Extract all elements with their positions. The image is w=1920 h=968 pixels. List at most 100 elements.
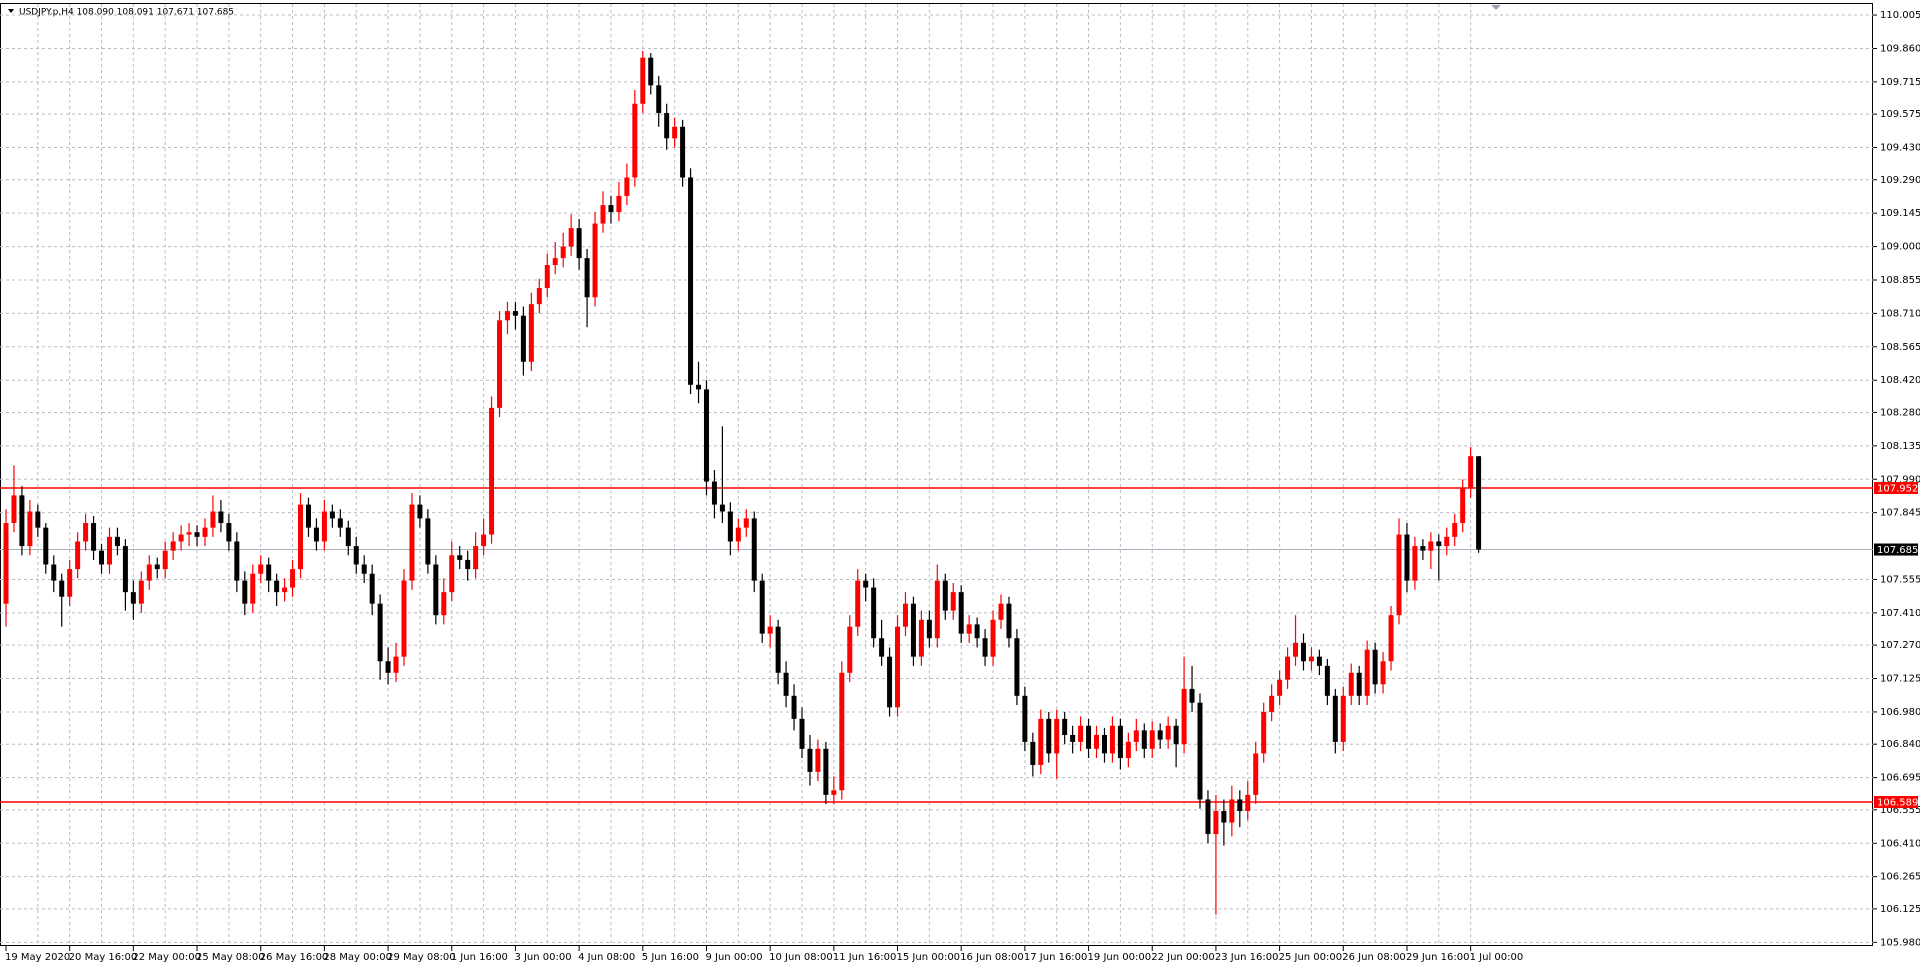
candle-body [3,523,9,604]
candle-body [178,534,184,542]
candle-body [910,603,916,657]
candle-body [958,592,964,634]
x-tick-label: 29 Jun 16:00 [1406,952,1470,963]
candle-body [592,223,598,298]
x-tick-label: 25 May 08:00 [196,952,265,963]
candle-body [99,550,105,565]
candle-body [696,384,702,390]
candle-body [1452,523,1458,537]
candle-body [305,504,311,528]
candle-body [688,177,694,385]
candle-body [568,228,574,247]
candle-body [1054,718,1060,754]
price-label: 107.685 [1877,545,1918,556]
candles [3,50,1482,915]
candle-body [934,580,940,639]
x-tick-label: 29 May 08:00 [387,952,456,963]
candle-body [767,626,773,634]
candle-body [1332,695,1338,742]
candle-body [154,564,160,570]
candle-body [528,304,534,362]
y-tick-label: 107.555 [1880,574,1920,585]
candle-body [481,534,487,547]
candle-body [1388,615,1394,662]
candle-body [879,638,885,657]
y-tick-label: 107.125 [1880,674,1920,685]
candle-body [202,527,208,537]
y-tick-label: 107.270 [1880,640,1920,651]
y-tick-label: 109.290 [1880,175,1920,186]
candle-body [1006,603,1012,639]
candle-body [473,546,479,570]
x-tick-label: 19 Jun 00:00 [1088,952,1152,963]
candle-body [664,112,670,139]
candle-body [11,495,17,524]
candle-body [887,656,893,708]
candle-body [393,656,399,673]
candle-body [1038,718,1044,765]
y-tick-label: 105.980 [1880,937,1920,948]
x-tick-label: 22 May 00:00 [132,952,201,963]
menu-arrow[interactable] [8,9,14,13]
candle-body [512,311,518,316]
candle-body [871,587,877,639]
candle-body [990,619,996,657]
candle-body [83,523,89,542]
y-tick-label: 108.710 [1880,308,1920,319]
candle-body [417,504,423,519]
candle-body [91,523,97,551]
y-tick-label: 106.840 [1880,739,1920,750]
candle-body [194,532,200,537]
x-tick-label: 23 Jun 16:00 [1215,952,1279,963]
candle-body [1348,672,1354,696]
x-tick-label: 1 Jul 00:00 [1470,952,1524,963]
candle-body [1237,799,1243,812]
x-tick-label: 10 Jun 08:00 [769,952,833,963]
candle-body [1157,730,1163,740]
y-tick-label: 106.125 [1880,904,1920,915]
candle-body [656,85,662,113]
candle-body [242,580,248,604]
y-tick-label: 109.000 [1880,242,1920,253]
candle-body [345,527,351,547]
candle-body [401,580,407,657]
candle-body [544,265,550,289]
candle-body [640,57,646,104]
candle-body [775,626,781,673]
candle-body [855,580,861,627]
candle-body [1149,730,1155,749]
candle-body [369,573,375,604]
candle-body [998,603,1004,620]
candle-body [616,195,622,213]
candle-body [1380,661,1386,685]
y-tick-label: 106.695 [1880,773,1920,784]
candle-body [425,518,431,565]
y-tick-label: 108.420 [1880,375,1920,386]
candle-body [274,580,280,593]
candle-body [1277,679,1283,696]
candle-body [497,320,503,408]
candle-body [290,569,296,588]
candle-body [1269,695,1275,712]
candle-body [1109,725,1115,754]
candle-body [1412,546,1418,581]
candle-body [966,624,972,634]
price-label-box [1874,796,1918,809]
y-tick-label: 107.845 [1880,508,1920,519]
candle-body [719,504,725,512]
x-tick-label: 26 May 16:00 [260,952,329,963]
candle-body [1125,741,1131,759]
candle-body [839,672,845,791]
candle-body [632,103,638,178]
candle-body [982,638,988,657]
shift-marker[interactable] [1491,5,1501,10]
candle-body [680,126,686,178]
candle-body [783,672,789,696]
grid [0,4,1873,946]
candle-body [465,559,471,570]
candle-body [329,511,335,519]
candle-body [457,555,463,560]
candle-body [974,624,980,639]
candle-body [1213,811,1219,835]
candle-body [353,546,359,565]
